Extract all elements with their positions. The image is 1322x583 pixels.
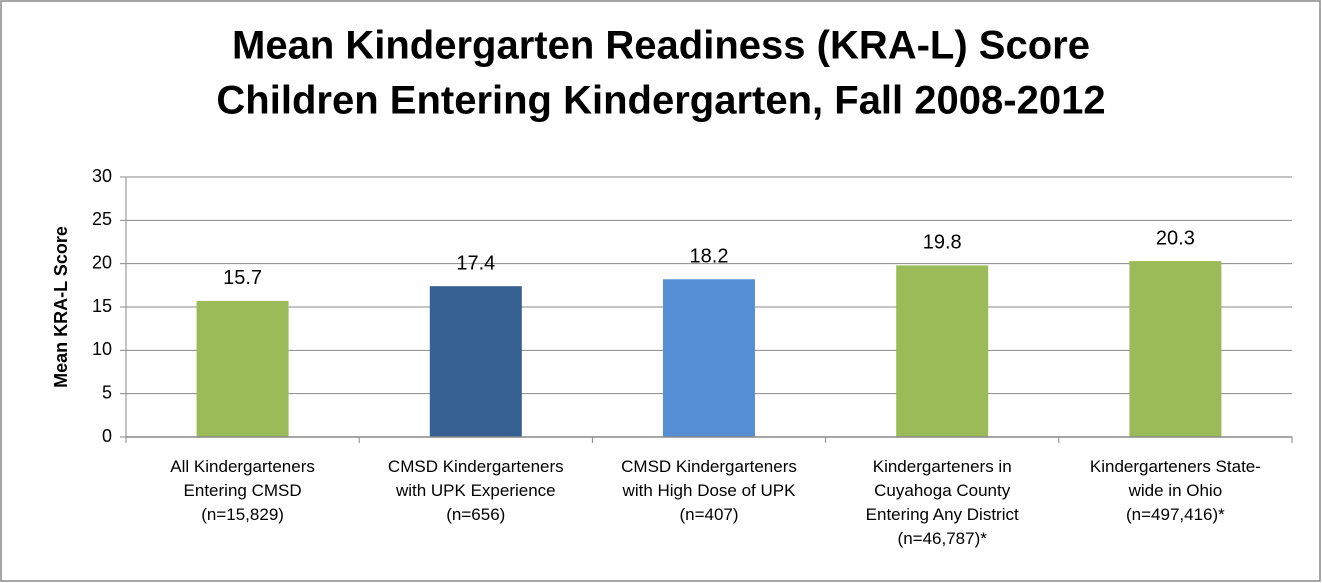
x-tick-label: CMSD Kindergarteners with UPK Experience(…	[388, 457, 564, 524]
bar	[429, 286, 522, 437]
y-tick-label: 30	[92, 166, 112, 186]
bar	[196, 300, 289, 437]
value-label: 19.8	[923, 232, 962, 254]
value-label: 20.3	[1156, 227, 1195, 249]
value-label: 15.7	[223, 267, 262, 289]
bar	[663, 279, 755, 437]
y-tick-label: 25	[92, 209, 112, 229]
chart-subtitle: Children Entering Kindergarten, Fall 200…	[216, 79, 1105, 123]
x-tick-label: CMSD Kindergarteners with High Dose of UP…	[621, 457, 797, 524]
x-tick-label: All Kindergarteners Entering CMSD (n=15,82…	[170, 457, 315, 524]
bar	[896, 265, 989, 437]
y-tick-label: 10	[92, 339, 112, 359]
y-tick-label: 20	[92, 252, 112, 272]
y-tick-label: 0	[102, 426, 112, 446]
x-tick-label: Kindergarteners State-wide in Ohio (n=497…	[1090, 457, 1261, 524]
y-tick-label: 15	[92, 296, 112, 316]
y-tick-label: 5	[102, 382, 112, 402]
y-axis-label: Mean KRA-L Score	[51, 226, 71, 388]
chart-title: Mean Kindergarten Readiness (KRA-L) Scor…	[232, 24, 1090, 68]
x-tick-label: Kindergarteners in Cuyahoga County Enterin…	[866, 457, 1019, 548]
bar	[1129, 261, 1222, 437]
value-label: 17.4	[456, 252, 495, 274]
value-label: 18.2	[690, 246, 729, 268]
